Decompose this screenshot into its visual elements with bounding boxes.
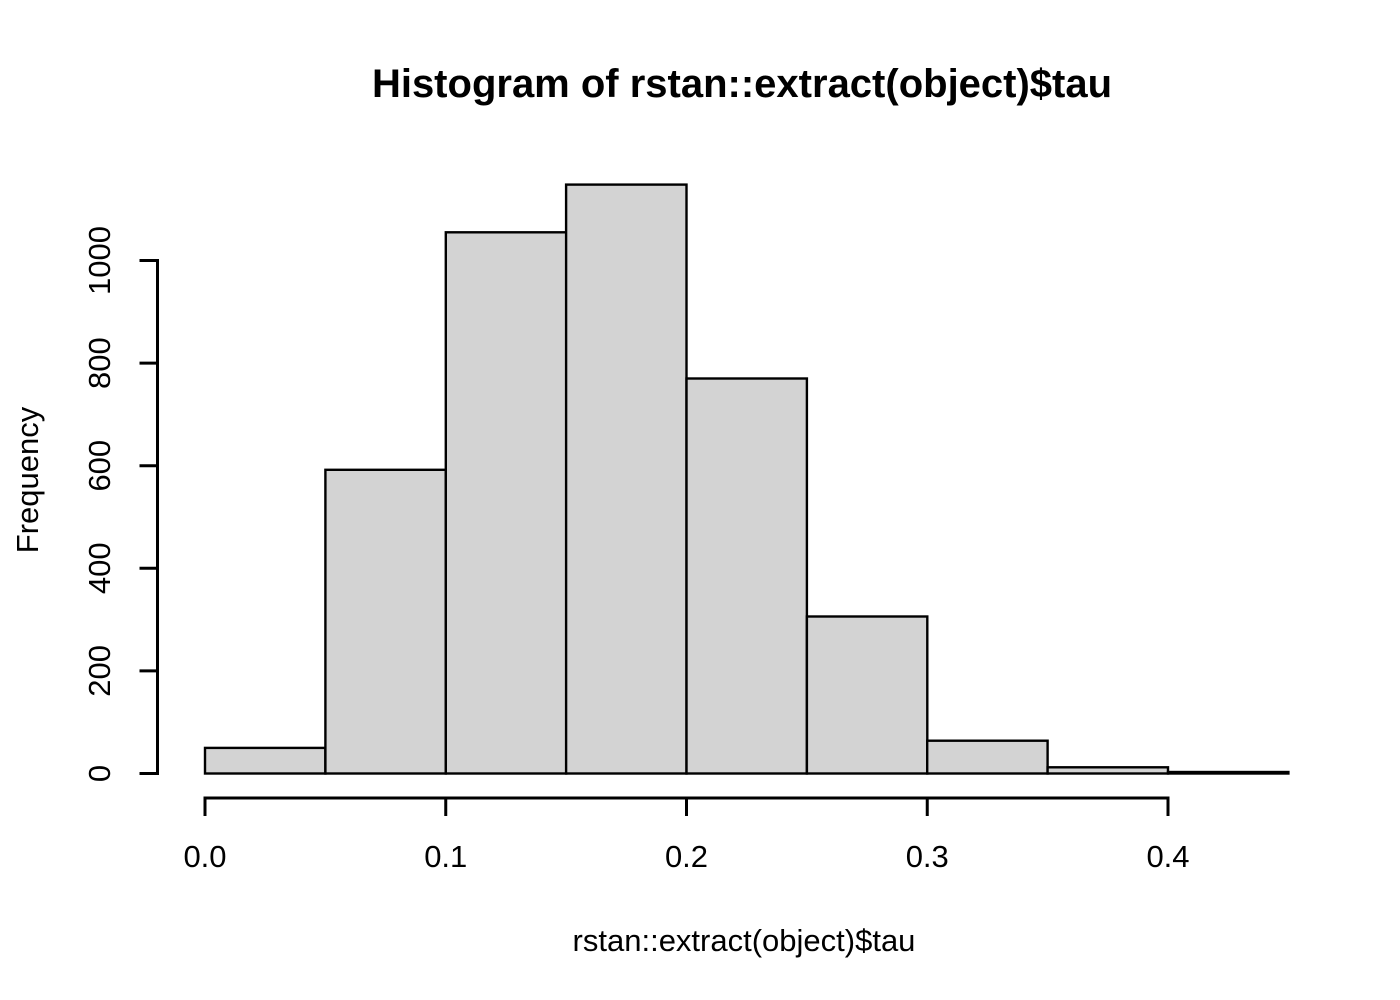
y-tick-label: 600 [82, 440, 117, 492]
histogram-bar [324, 468, 447, 775]
histogram-bar [564, 183, 688, 775]
histogram-bar [926, 739, 1049, 775]
x-tick-label: 0.2 [665, 839, 708, 874]
y-tick-label: 1000 [82, 226, 117, 295]
histogram-bars [203, 183, 1290, 775]
x-axis: 0.0 0.1 0.2 0.3 0.4 [183, 796, 1190, 874]
histogram-bar [1166, 770, 1290, 775]
x-tick-label: 0.0 [183, 839, 226, 874]
y-tick-label: 400 [82, 542, 117, 594]
histogram-bar [444, 231, 568, 775]
y-tick-label: 800 [82, 337, 117, 389]
chart-title: Histogram of rstan::extract(object)$tau [372, 62, 1112, 106]
histogram-bar [1046, 766, 1170, 775]
x-tick-label: 0.1 [424, 839, 467, 874]
y-tick-label: 0 [82, 765, 117, 782]
histogram-bar [203, 746, 327, 775]
x-tick-label: 0.3 [906, 839, 949, 874]
x-axis-label: rstan::extract(object)$tau [573, 923, 916, 958]
histogram-bar [685, 377, 809, 775]
histogram-bar [805, 615, 929, 775]
y-axis-label: Frequency [10, 406, 45, 553]
y-axis: 0 200 400 600 800 1000 [82, 226, 159, 782]
x-tick-label: 0.4 [1146, 839, 1189, 874]
y-tick-label: 200 [82, 645, 117, 697]
